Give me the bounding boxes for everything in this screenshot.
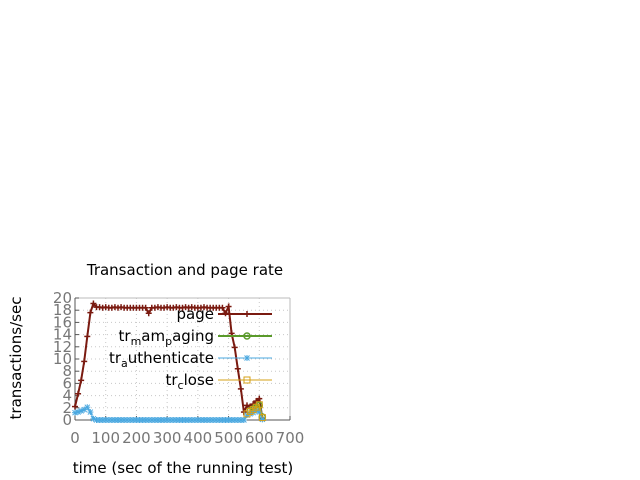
legend-entry-tr_mam_paging: trmampaging — [119, 327, 272, 348]
y-tick-label: 20 — [53, 289, 72, 307]
x-tick-label: 600 — [245, 429, 274, 447]
legend-label: trmampaging — [119, 327, 215, 348]
y-tick-label: 8 — [62, 362, 72, 380]
data-point — [87, 309, 94, 316]
y-tick-label: 12 — [53, 338, 72, 356]
data-point — [237, 385, 244, 392]
grid — [75, 298, 290, 420]
data-point — [84, 333, 91, 340]
data-point — [219, 304, 226, 311]
legend-marker — [244, 311, 250, 317]
data-point — [90, 300, 97, 307]
x-tick-label: 200 — [122, 429, 151, 447]
legend-marker — [243, 376, 251, 384]
y-tick-label: 2 — [62, 399, 72, 417]
y-tick-label: 6 — [62, 374, 72, 392]
legend-label: trclose — [165, 371, 214, 392]
y-tick-label: 0 — [62, 411, 72, 429]
legend-label: trauthenticate — [109, 349, 214, 370]
x-axis-label: time (sec of the running test) — [73, 459, 294, 477]
series-page — [72, 300, 266, 422]
data-point — [244, 402, 250, 409]
data-point — [78, 377, 85, 384]
data-point — [75, 390, 82, 397]
x-tick-label: 500 — [214, 429, 243, 447]
data-point — [81, 358, 88, 365]
x-tick-label: 0 — [70, 429, 80, 447]
y-tick-label: 14 — [53, 326, 72, 344]
legend-entry-tr_close: trclose — [165, 371, 272, 392]
data-point — [234, 365, 241, 372]
data-point — [225, 303, 232, 310]
x-tick-label: 300 — [153, 429, 182, 447]
y-axis-label: transactions/sec — [7, 297, 25, 420]
y-tick-label: 10 — [53, 350, 72, 368]
data-point — [84, 404, 91, 411]
data-point — [142, 304, 149, 311]
x-tick-label: 100 — [91, 429, 120, 447]
data-point — [87, 409, 94, 416]
plot-area — [72, 300, 267, 423]
x-tick-label: 700 — [276, 429, 305, 447]
legend-label: page — [177, 305, 214, 323]
data-point — [145, 310, 152, 317]
data-point — [81, 406, 88, 413]
data-point — [72, 403, 78, 410]
series-tr_authenticate — [72, 404, 266, 423]
data-point — [255, 401, 263, 409]
x-tick-label: 400 — [184, 429, 213, 447]
y-tick-label: 18 — [53, 301, 72, 319]
y-tick-label: 16 — [53, 313, 72, 331]
legend-entry-tr_authenticate: trauthenticate — [109, 349, 272, 370]
series-tr_close — [243, 401, 266, 422]
legend-marker — [243, 332, 251, 340]
data-point — [256, 395, 263, 402]
data-point — [258, 414, 266, 422]
data-point — [240, 417, 247, 423]
data-point — [231, 344, 238, 351]
chart-title: Transaction and page rate — [86, 261, 283, 279]
legend-marker — [244, 355, 250, 361]
y-tick-label: 4 — [62, 387, 72, 405]
legend-entry-page: page — [177, 305, 272, 323]
